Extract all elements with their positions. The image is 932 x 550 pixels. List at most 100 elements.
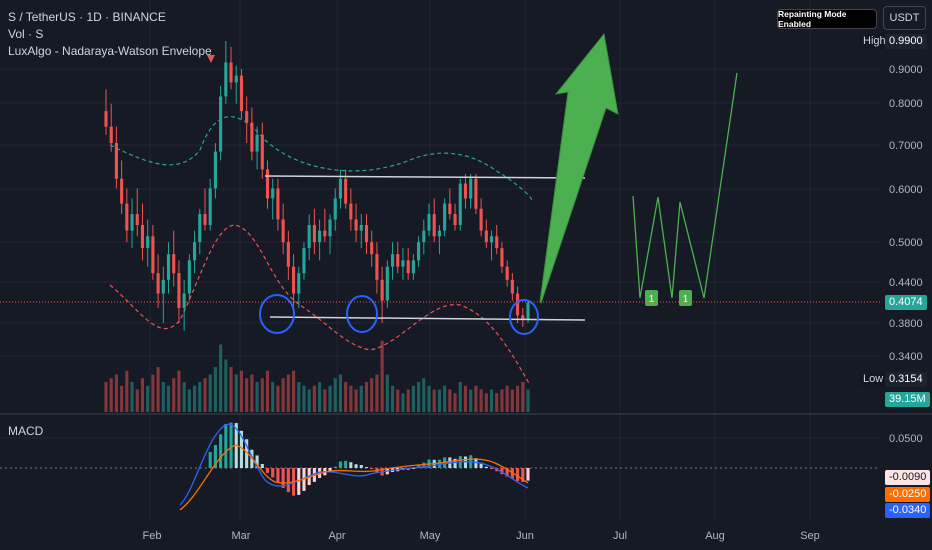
volume-bar <box>422 378 426 412</box>
volume-bar <box>500 389 504 412</box>
candle <box>390 242 395 280</box>
candle <box>146 219 150 267</box>
candle <box>427 203 431 237</box>
volume-bar <box>198 382 202 412</box>
volume-bar <box>411 385 415 412</box>
volume-bar <box>406 389 410 412</box>
envelope-upper <box>109 116 533 201</box>
volume-bar <box>146 385 150 412</box>
volume-bar <box>344 382 348 412</box>
candle <box>219 85 223 161</box>
x-tick: Jun <box>516 530 534 542</box>
bullish-arrow-icon[interactable] <box>539 32 619 304</box>
macd-bar <box>422 462 426 468</box>
macd-bar <box>297 468 301 495</box>
projection-marker-1: 1 <box>645 290 658 306</box>
volume-bar <box>260 378 264 412</box>
macd-label[interactable]: MACD <box>8 424 44 438</box>
candle <box>208 178 212 231</box>
macd-bar <box>474 458 478 468</box>
macd-bar <box>516 468 520 482</box>
currency-button[interactable]: USDT <box>883 6 926 30</box>
candle <box>166 242 171 294</box>
svg-text:1: 1 <box>649 294 655 305</box>
low-value: 0.3154 <box>885 372 927 387</box>
volume-bar <box>172 378 176 412</box>
candle <box>380 266 384 323</box>
macd-bar <box>484 466 488 468</box>
price-tick: 0.3800 <box>889 318 923 330</box>
resistance-line[interactable] <box>264 175 586 179</box>
candle <box>385 260 389 308</box>
candle <box>505 260 509 287</box>
volume-bar <box>219 344 223 412</box>
volume-line[interactable]: Vol · S <box>8 27 44 41</box>
candle <box>432 198 436 243</box>
signal-line <box>179 444 529 511</box>
macd-bar <box>255 455 259 468</box>
candle <box>406 248 410 280</box>
macd-bar <box>265 468 270 473</box>
macd-line <box>179 423 529 506</box>
volume-bar <box>432 389 436 412</box>
candle <box>510 273 514 301</box>
volume-bar <box>505 385 509 412</box>
candle <box>213 143 217 199</box>
projection-path[interactable] <box>632 72 738 299</box>
x-tick: May <box>420 530 441 542</box>
volume-bar <box>448 389 452 412</box>
macd-bar <box>344 460 348 468</box>
candle <box>474 174 478 215</box>
candle <box>338 169 343 209</box>
volume-bar <box>333 378 337 412</box>
candle <box>265 160 270 209</box>
volume-bar <box>297 382 301 412</box>
volume-bar <box>516 385 520 412</box>
volume-bar <box>526 389 530 412</box>
candle <box>516 286 520 323</box>
volume-bar <box>125 370 129 412</box>
volume-bar <box>437 389 441 412</box>
x-tick: Feb <box>143 530 162 542</box>
candle <box>177 260 181 323</box>
volume-bar <box>328 385 332 412</box>
candle <box>151 224 155 280</box>
candle <box>109 103 113 152</box>
candle <box>182 279 186 331</box>
candle <box>234 65 238 104</box>
macd-bar <box>245 439 249 468</box>
volume-bar <box>474 385 478 412</box>
macd-bar <box>489 468 494 469</box>
support-circle-1[interactable] <box>259 294 295 334</box>
envelope-lower <box>109 224 531 386</box>
candle <box>463 174 468 209</box>
support-circle-3[interactable] <box>509 299 539 335</box>
macd-hist-badge: -0.0090 <box>885 470 931 485</box>
volume-bar <box>245 378 249 412</box>
volume-bar <box>265 370 270 412</box>
candle <box>359 214 363 249</box>
volume-bar <box>271 382 275 412</box>
sell-marker-icon <box>207 55 215 63</box>
volume-bar <box>286 374 290 412</box>
volume-bar <box>312 385 316 412</box>
high-value: 0.9900 <box>885 34 927 49</box>
macd-line-badge: -0.0340 <box>885 503 931 518</box>
symbol-line[interactable]: S / TetherUS · 1D · BINANCE <box>8 10 166 24</box>
macd-bar <box>328 468 332 472</box>
projection-marker-2: 1 <box>679 290 692 306</box>
candle <box>276 178 280 231</box>
support-line[interactable] <box>269 316 586 321</box>
candle <box>224 40 228 104</box>
candle <box>411 254 415 280</box>
volume-bar <box>370 378 374 412</box>
volume-bar <box>213 367 217 412</box>
indicator-line[interactable]: LuxAlgo - Nadaraya-Watson Envelope <box>8 44 212 58</box>
volume-bar <box>489 389 494 412</box>
macd-bar <box>213 445 217 468</box>
candle <box>187 254 191 301</box>
candle <box>396 242 400 274</box>
support-circle-2[interactable] <box>346 295 378 333</box>
candle <box>245 96 249 144</box>
